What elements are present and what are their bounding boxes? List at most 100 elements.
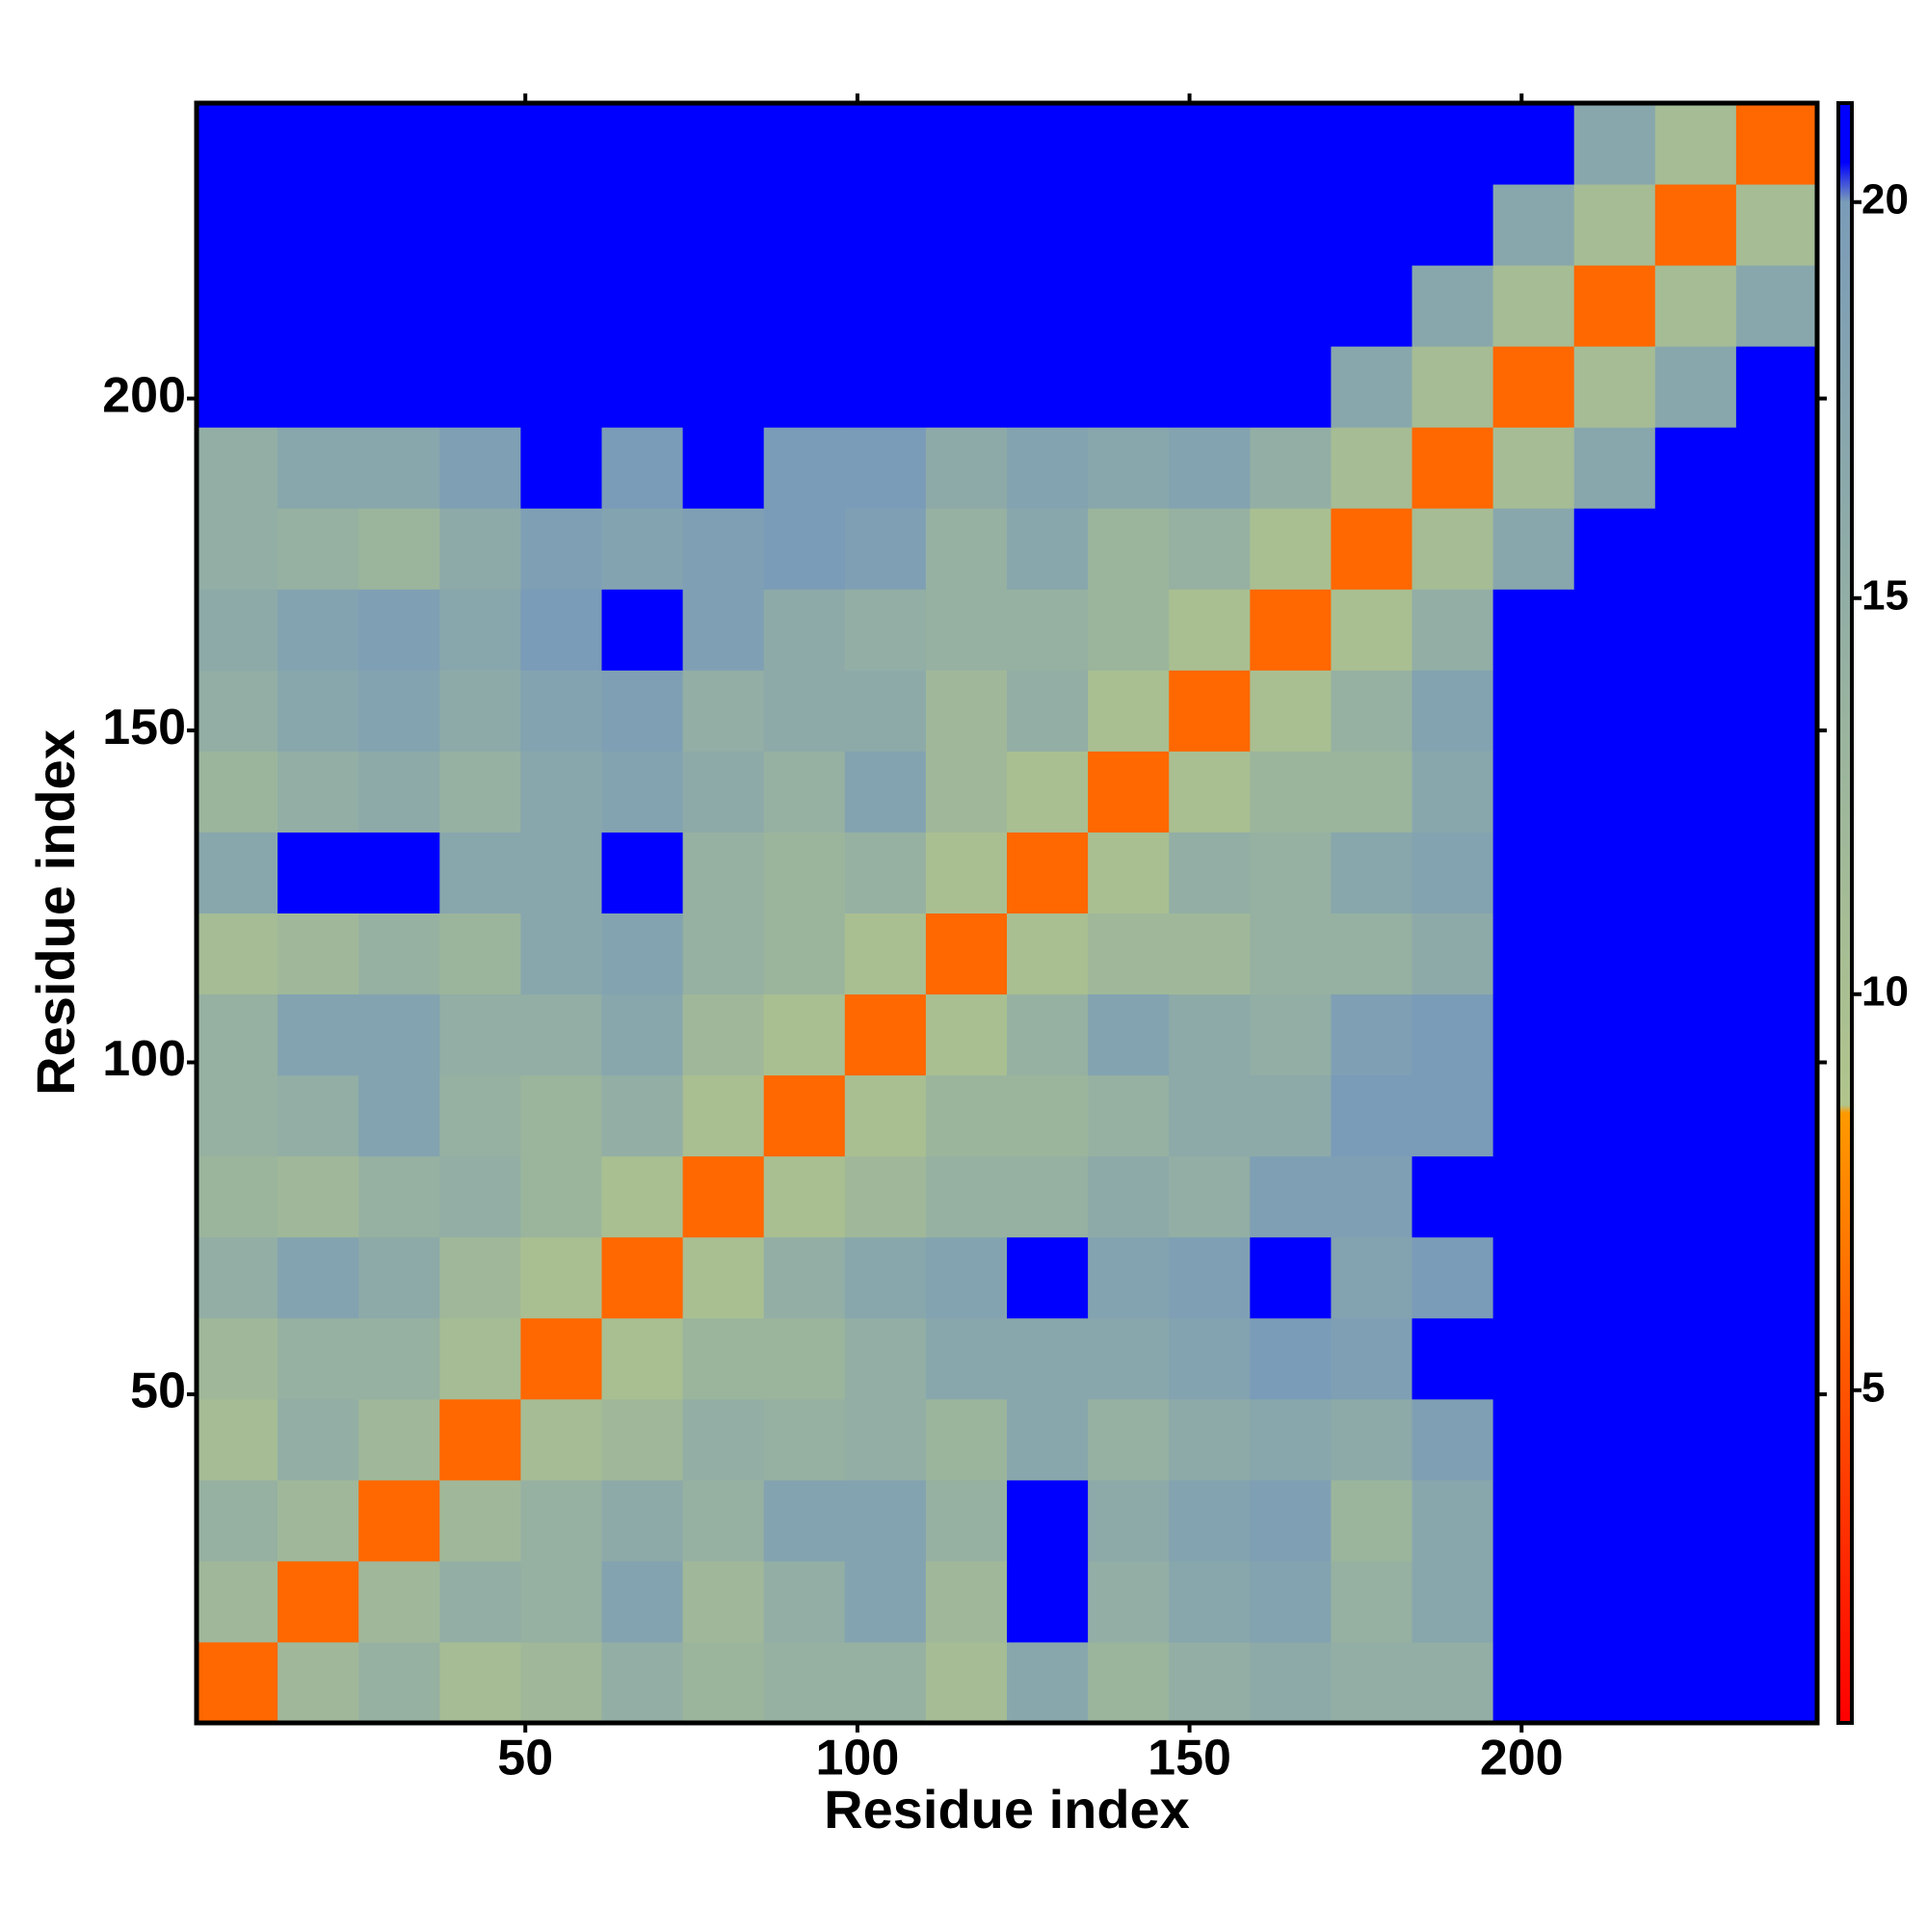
heatmap-cell: [1573, 265, 1656, 347]
heatmap-cell: [1169, 1479, 1251, 1562]
heatmap-cell: [601, 913, 684, 995]
heatmap-cell: [601, 1398, 684, 1481]
heatmap-cell: [277, 1398, 359, 1481]
heatmap-cell: [1088, 1398, 1170, 1481]
heatmap-cell: [197, 993, 278, 1076]
heatmap-cell: [1169, 508, 1251, 590]
heatmap-cell: [1654, 589, 1737, 671]
y-tick-label: 50: [130, 1363, 186, 1419]
heatmap-cell: [197, 346, 278, 428]
heatmap-cell: [277, 1236, 359, 1319]
heatmap-cell: [682, 832, 765, 913]
heatmap-cell: [1250, 103, 1332, 185]
heatmap-cell: [1007, 993, 1089, 1076]
heatmap-cell: [844, 103, 927, 185]
heatmap-cell: [925, 913, 1008, 995]
heatmap-cell: [197, 1317, 278, 1400]
heatmap-cell: [1007, 1317, 1089, 1400]
heatmap-cell: [439, 1155, 521, 1238]
heatmap-cell: [439, 1560, 521, 1643]
heatmap-cell: [1088, 103, 1170, 185]
heatmap-cell: [358, 1317, 440, 1400]
heatmap-cell: [1007, 670, 1089, 752]
heatmap-cell: [763, 427, 846, 509]
heatmap-cell: [844, 265, 927, 347]
heatmap-cell: [925, 751, 1008, 833]
heatmap-cell: [1088, 832, 1170, 913]
heatmap-cell: [1088, 184, 1170, 266]
heatmap-cell: [1088, 427, 1170, 509]
heatmap-cell: [1088, 670, 1170, 752]
heatmap-cell: [439, 1398, 521, 1481]
heatmap-cell: [844, 1398, 927, 1481]
heatmap-cell: [520, 184, 602, 266]
heatmap-cell: [925, 1074, 1008, 1157]
heatmap-cell: [277, 184, 359, 266]
heatmap-cell: [1412, 751, 1494, 833]
heatmap-cell: [520, 1317, 602, 1400]
heatmap-cell: [197, 913, 278, 995]
heatmap-cell: [844, 346, 927, 428]
heatmap-cell: [925, 1236, 1008, 1319]
heatmap-cell: [1573, 589, 1656, 671]
heatmap-cell: [1169, 1074, 1251, 1157]
heatmap-cell: [1169, 103, 1251, 185]
heatmap-cell: [1573, 508, 1656, 590]
heatmap-cell: [277, 670, 359, 752]
heatmap-cell: [1735, 1479, 1818, 1562]
heatmap-cell: [682, 184, 765, 266]
heatmap-cell: [601, 670, 684, 752]
heatmap-cell: [358, 832, 440, 913]
heatmap-cell: [197, 589, 278, 671]
heatmap-cell: [1735, 589, 1818, 671]
heatmap-cell: [1412, 832, 1494, 913]
heatmap-cell: [1654, 346, 1737, 428]
heatmap-cell: [358, 265, 440, 347]
heatmap-cell: [1331, 265, 1412, 347]
heatmap-cell: [844, 751, 927, 833]
heatmap-cell: [1331, 103, 1412, 185]
heatmap-cell: [1492, 993, 1575, 1076]
heatmap-cell: [1654, 1641, 1737, 1724]
heatmap-cell: [1250, 265, 1332, 347]
heatmap-cell: [1735, 751, 1818, 833]
heatmap-cell: [197, 1155, 278, 1238]
heatmap-cell: [1088, 913, 1170, 995]
heatmap-cell: [601, 265, 684, 347]
colorbar-tick-label: 20: [1861, 175, 1909, 223]
heatmap-cell: [1250, 1479, 1332, 1562]
heatmap-cell: [1573, 670, 1656, 752]
heatmap-cell: [844, 427, 927, 509]
heatmap-cell: [1573, 913, 1656, 995]
heatmap-cell: [1492, 184, 1575, 266]
heatmap-cell: [601, 1641, 684, 1724]
heatmap-cell: [1169, 670, 1251, 752]
heatmap-cell: [1007, 589, 1089, 671]
heatmap-cell: [925, 589, 1008, 671]
heatmap-cell: [1412, 589, 1494, 671]
heatmap-cell: [358, 1560, 440, 1643]
heatmap-cell: [601, 427, 684, 509]
heatmap-cell: [277, 913, 359, 995]
heatmap-cell: [1492, 1317, 1575, 1400]
heatmap-cell: [1250, 1155, 1332, 1238]
heatmap-cell: [1735, 1641, 1818, 1724]
x-tick-label: 150: [1148, 1731, 1231, 1786]
heatmap-cell: [1331, 1155, 1412, 1238]
heatmap-cell: [1412, 103, 1494, 185]
heatmap-cell: [197, 184, 278, 266]
heatmap-cells: [197, 103, 1818, 1724]
heatmap-cell: [682, 913, 765, 995]
heatmap-cell: [1573, 1236, 1656, 1319]
heatmap-cell: [1735, 184, 1818, 266]
heatmap-cell: [1492, 346, 1575, 428]
heatmap-cell: [1573, 751, 1656, 833]
heatmap-cell: [358, 346, 440, 428]
heatmap-cell: [1735, 1560, 1818, 1643]
heatmap-cell: [1169, 913, 1251, 995]
heatmap-cell: [1007, 913, 1089, 995]
heatmap-cell: [763, 589, 846, 671]
x-axis-label: Residue index: [824, 1779, 1190, 1839]
heatmap-cell: [277, 346, 359, 428]
heatmap-cell: [197, 265, 278, 347]
